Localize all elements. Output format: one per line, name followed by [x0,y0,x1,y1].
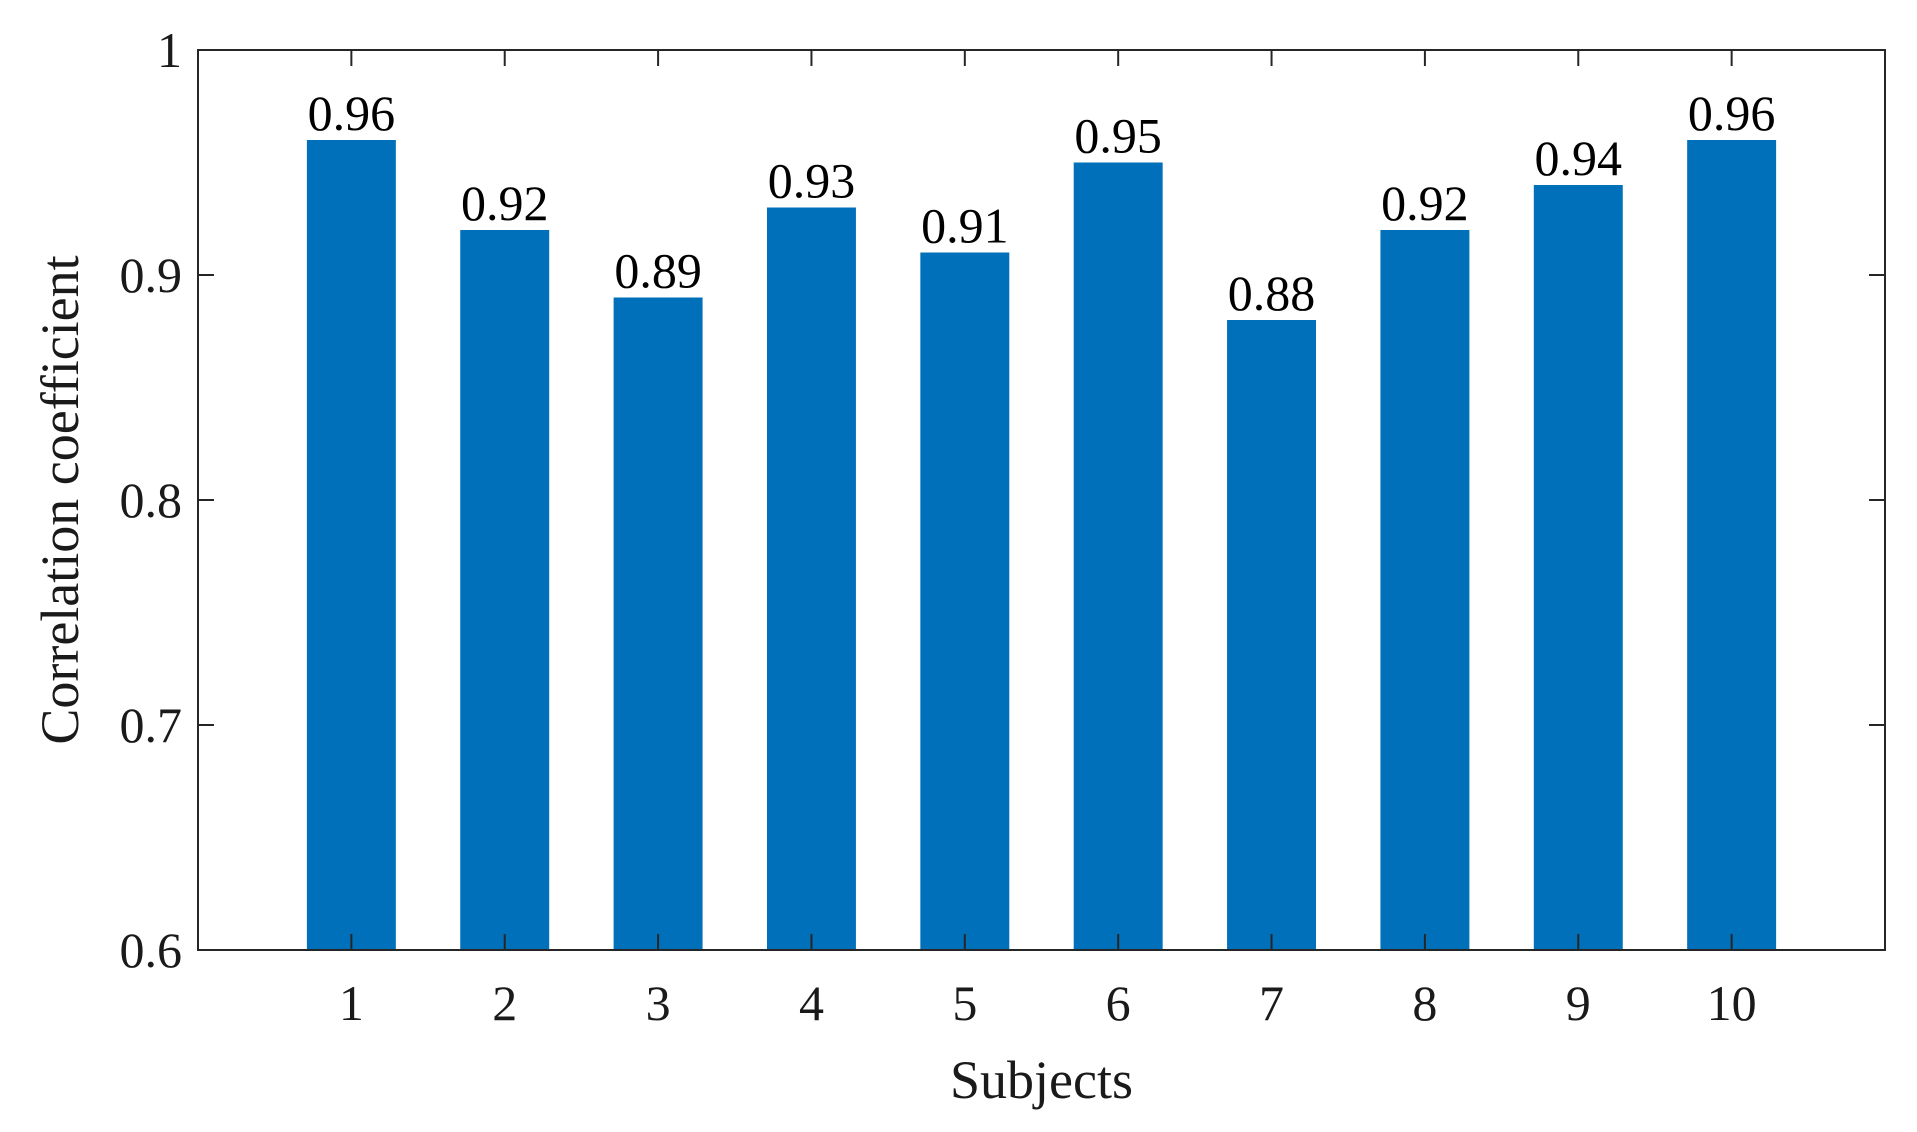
bar-1 [306,140,396,950]
y-tick-label: 0.7 [120,697,183,753]
bar-value-label-10: 0.96 [1688,85,1776,141]
x-tick-label: 10 [1707,975,1757,1031]
x-tick-label: 4 [799,975,824,1031]
x-tick-label: 2 [492,975,517,1031]
bar-value-label-3: 0.89 [614,243,702,299]
bar-value-label-7: 0.88 [1228,265,1316,321]
y-tick-label: 0.9 [120,247,183,303]
bar-8 [1380,230,1470,950]
x-tick-label: 3 [646,975,671,1031]
x-tick-label: 1 [339,975,364,1031]
plot-frame [197,49,1886,951]
bar-value-label-6: 0.95 [1074,108,1162,164]
x-tick-label: 5 [952,975,977,1031]
y-tick-label: 1 [157,22,182,78]
bar-value-label-5: 0.91 [921,198,1009,254]
x-tick-label: 8 [1412,975,1437,1031]
x-axis: 1 2 3 4 5 6 7 8 9 10 [339,50,1757,1031]
bar-7 [1227,320,1317,950]
bar-5 [920,252,1010,950]
bar-value-label-9: 0.94 [1535,130,1623,186]
x-tick-label: 7 [1259,975,1284,1031]
plot-area-border [197,49,1886,951]
bar-6 [1073,162,1163,950]
bar-value-label-4: 0.93 [768,153,856,209]
y-tick-label: 0.6 [120,922,183,978]
bars-group [306,140,1777,950]
bar-value-label-2: 0.92 [461,175,549,231]
y-axis: 0.60.70.80.91 [120,22,1885,978]
y-axis-title: Correlation coefficient [30,255,90,744]
x-tick-label: 9 [1566,975,1591,1031]
bar-3 [613,297,703,950]
bar-4 [766,207,856,950]
x-tick-label: 6 [1106,975,1131,1031]
bar-value-label-8: 0.92 [1381,175,1469,231]
bar-9 [1533,185,1623,950]
bar-value-label-1: 0.96 [308,85,396,141]
bar-value-labels: 0.96 0.92 0.89 0.93 0.91 0.95 0.88 0.92 0.94 0.96 [308,85,1776,321]
bar-10 [1687,140,1777,950]
bar-2 [460,230,550,950]
x-axis-title: Subjects [950,1050,1133,1110]
y-tick-label: 0.8 [120,472,183,528]
